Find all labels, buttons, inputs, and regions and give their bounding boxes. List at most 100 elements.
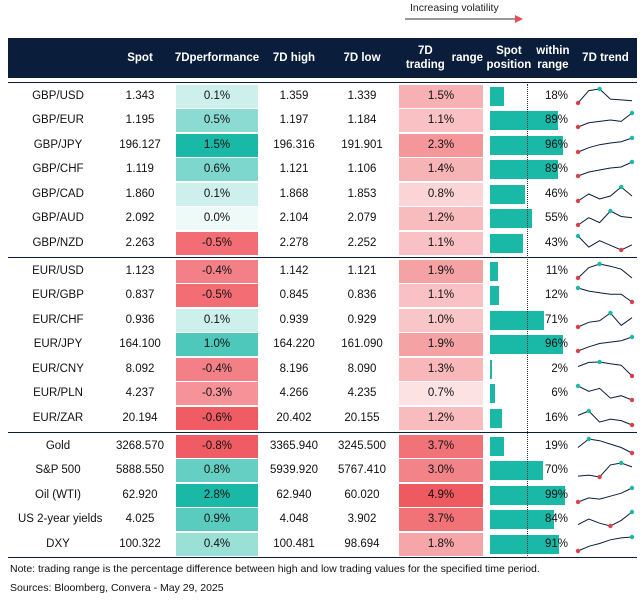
spot-value: 2.263 <box>125 236 155 249</box>
row-label: EUR/JPY <box>33 338 83 351</box>
volatility-legend: Increasing volatility <box>405 0 525 24</box>
table-bottom-border <box>8 557 637 558</box>
header-performance-line2: performance <box>189 52 260 64</box>
header-range-line1: 7D trading <box>405 45 445 71</box>
spot-value: 1.860 <box>125 187 155 200</box>
table-row: EUR/ZAR 20.194 -0.6% 20.402 20.155 1.2% 16% <box>0 406 640 430</box>
low-value: 1.853 <box>347 187 377 200</box>
row-label: Gold <box>45 439 71 452</box>
spot-value: 4.025 <box>125 513 155 526</box>
trend-line <box>577 385 633 401</box>
trend-low-dot <box>629 398 635 403</box>
footer-note: Note: trading range is the percentage di… <box>10 563 540 575</box>
performance-value: 0.4% <box>176 532 258 556</box>
table-row: EUR/JPY 164.100 1.0% 164.220 161.090 1.9% 96% <box>0 333 640 357</box>
spot-value: 0.837 <box>125 289 155 302</box>
trend-high-dot <box>629 111 635 116</box>
position-percent: 19% <box>544 439 568 452</box>
performance-value: -0.5% <box>176 231 258 255</box>
position-bar <box>490 86 504 106</box>
position-bar <box>490 310 544 330</box>
header-performance-line1: 7D <box>174 52 190 64</box>
trend-high-dot <box>586 436 591 441</box>
position-bar <box>490 286 500 306</box>
table-row: Gold 3268.570 -0.8% 3365.940 3245.500 3.7% 19% <box>0 434 640 458</box>
trend-high-dot <box>575 384 581 389</box>
header-range-line2: range <box>451 52 483 64</box>
performance-value: 0.9% <box>176 508 258 532</box>
row-label: GBP/USD <box>32 89 84 102</box>
trend-line <box>577 287 633 303</box>
trading-range-value: 1.2% <box>399 207 483 231</box>
position-bar <box>490 261 499 281</box>
trading-range-value: 1.1% <box>399 231 483 255</box>
table-row: GBP/EUR 1.195 0.5% 1.197 1.184 1.1% 89% <box>0 109 640 133</box>
high-value: 196.316 <box>273 138 315 151</box>
position-percent: 89% <box>544 163 568 176</box>
trend-line <box>577 410 633 426</box>
volatility-arrow-icon <box>405 15 523 23</box>
trend-line <box>577 112 633 128</box>
trading-range-value: 1.1% <box>399 284 483 308</box>
table-row: EUR/USD 1.123 -0.4% 1.142 1.121 1.9% 11% <box>0 259 640 283</box>
trend-sparkline <box>577 461 633 480</box>
performance-value: 1.0% <box>176 333 258 357</box>
trend-line <box>577 88 633 104</box>
trend-high-dot <box>619 184 624 189</box>
low-value: 20.155 <box>344 411 380 424</box>
position-percent: 71% <box>544 313 568 326</box>
trend-sparkline <box>575 86 633 105</box>
position-bar <box>490 111 558 131</box>
position-percent: 55% <box>544 212 568 225</box>
low-value: 191.901 <box>341 138 383 151</box>
position-bar <box>490 436 505 456</box>
trend-high-dot <box>629 335 635 340</box>
trend-line <box>577 161 633 177</box>
low-value: 1.339 <box>347 89 377 102</box>
trend-low-dot <box>575 198 581 203</box>
high-value: 2.104 <box>279 212 309 225</box>
high-value: 1.121 <box>279 163 309 176</box>
row-label: EUR/CNY <box>32 362 84 375</box>
trend-high-dot <box>629 534 635 539</box>
high-value: 2.278 <box>279 236 309 249</box>
trading-range-value: 1.5% <box>399 84 483 108</box>
group-separator <box>8 82 637 83</box>
spot-value: 1.119 <box>126 163 154 176</box>
position-percent: 2% <box>551 362 568 375</box>
performance-value: 2.8% <box>176 483 258 507</box>
trend-high-dot <box>608 310 613 315</box>
trend-high-dot <box>575 286 581 291</box>
position-bar <box>490 335 563 355</box>
trend-sparkline <box>575 286 635 305</box>
high-value: 0.845 <box>279 289 309 302</box>
spot-value: 20.194 <box>122 411 158 424</box>
legend-text: Increasing volatility <box>410 2 499 14</box>
spot-value: 1.343 <box>125 89 155 102</box>
table-row: GBP/JPY 196.127 1.5% 196.316 191.901 2.3% 96% <box>0 133 640 157</box>
performance-value: -0.6% <box>176 406 258 430</box>
low-value: 1.106 <box>347 163 377 176</box>
high-value: 1.868 <box>279 187 309 200</box>
low-value: 1.121 <box>347 264 377 277</box>
low-value: 0.929 <box>347 313 377 326</box>
position-percent: 96% <box>544 338 568 351</box>
spot-value: 3268.570 <box>116 439 164 452</box>
trend-sparkline <box>577 510 635 529</box>
position-percent: 91% <box>544 537 568 550</box>
trend-high-dot <box>575 233 581 238</box>
trend-high-dot <box>629 160 635 165</box>
performance-value: -0.4% <box>176 259 258 283</box>
high-value: 164.220 <box>273 338 315 351</box>
trend-sparkline <box>575 209 633 228</box>
spot-value: 5888.550 <box>116 464 164 477</box>
row-label: GBP/NZD <box>32 236 84 249</box>
table-row: DXY 100.322 0.4% 100.481 98.694 1.8% 91% <box>0 532 640 556</box>
trend-low-dot <box>629 422 635 427</box>
trend-line <box>577 438 633 454</box>
trend-sparkline <box>575 384 635 403</box>
header-position-line2: within range <box>536 45 570 71</box>
trend-high-dot <box>597 359 602 364</box>
position-bar <box>490 135 563 155</box>
table-row: GBP/USD 1.343 0.1% 1.359 1.339 1.5% 18% <box>0 84 640 108</box>
